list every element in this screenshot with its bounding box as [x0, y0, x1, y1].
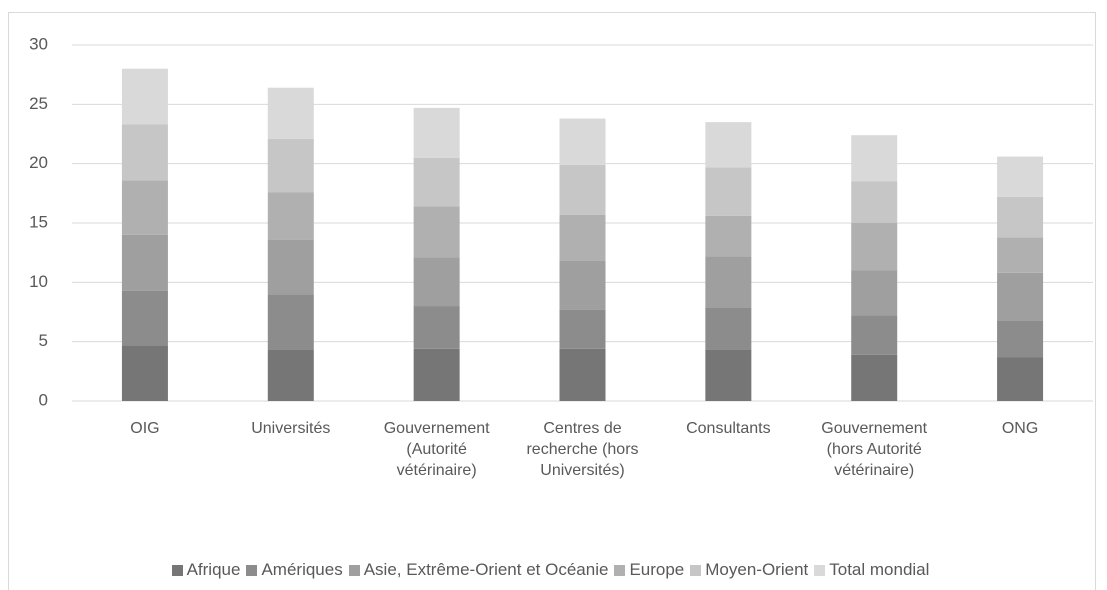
x-tick-label: Universités	[251, 420, 331, 437]
legend-swatch	[246, 564, 258, 576]
legend: Afrique Amériques Asie, Extrême-Orient et …	[0, 560, 1107, 580]
x-tick-label: Gouvernement (hors Autorité vétérinaire)	[821, 420, 928, 479]
bar-segment	[997, 320, 1044, 358]
bar-segment	[705, 167, 752, 216]
y-tick-label: 30	[29, 34, 48, 53]
bar-segment	[121, 68, 168, 125]
bar-segment	[559, 214, 606, 261]
y-tick-label: 0	[39, 390, 48, 409]
legend-label: Afrique	[186, 560, 241, 579]
bar-segment	[705, 256, 752, 308]
x-tick-label: OIG	[130, 420, 160, 437]
legend-label: Amériques	[261, 560, 343, 579]
bar-segment	[413, 306, 460, 349]
bar-segment	[705, 122, 752, 168]
bar-segment	[413, 257, 460, 307]
legend-swatch	[171, 564, 183, 576]
bar-segment	[851, 223, 898, 271]
x-tick-label: ONG	[1001, 420, 1039, 437]
bar-segment	[851, 181, 898, 223]
legend-label: Total mondial	[829, 560, 930, 579]
legend-label: Europe	[629, 560, 685, 579]
x-tick-label: Consultants	[686, 420, 771, 437]
chart-frame	[8, 12, 1096, 590]
y-tick-label: 15	[29, 212, 48, 231]
bar-segment	[121, 345, 168, 401]
bar-segment	[413, 348, 460, 401]
bar-segment	[997, 237, 1044, 273]
bar-segment	[267, 239, 314, 295]
bar-segment	[559, 118, 606, 165]
bar-segment	[559, 260, 606, 310]
bar-segment	[267, 294, 314, 350]
bar-segment	[267, 138, 314, 193]
bar-segment	[997, 196, 1044, 238]
bar-segment	[851, 270, 898, 316]
bar-segment	[413, 206, 460, 258]
legend-label: Moyen-Orient	[705, 560, 809, 579]
legend-item: Moyen-Orient	[690, 560, 808, 580]
x-tick-label: Gouvernement (Autorité vétérinaire)	[383, 420, 490, 479]
bar-segment	[121, 290, 168, 346]
legend-item: Europe	[614, 560, 684, 580]
bar-segment	[997, 272, 1044, 321]
bar-segment	[267, 349, 314, 401]
bar-segment	[559, 164, 606, 215]
bar-segment	[997, 156, 1044, 197]
y-tick-label: 10	[29, 272, 48, 291]
legend-swatch	[814, 564, 826, 576]
legend-item: Amériques	[246, 560, 343, 580]
bar-segment	[267, 87, 314, 139]
bar-segment	[851, 135, 898, 182]
bar-segment	[413, 107, 460, 158]
legend-item: Asie, Extrême-Orient et Océanie	[348, 560, 609, 580]
x-tick-label: Centres de recherche (hors Universités)	[526, 420, 639, 479]
bar-segment	[559, 309, 606, 349]
bar-segment	[705, 307, 752, 350]
bar-segment	[705, 215, 752, 257]
y-tick-label: 5	[39, 331, 48, 350]
bar-segment	[121, 234, 168, 291]
bar-segment	[121, 124, 168, 181]
legend-swatch	[690, 564, 702, 576]
y-tick-label: 25	[29, 94, 48, 113]
legend-label: Asie, Extrême-Orient et Océanie	[363, 560, 609, 579]
bar-segment	[705, 349, 752, 401]
legend-item: Total mondial	[814, 560, 929, 580]
bar-segment	[559, 348, 606, 401]
bar-segment	[413, 157, 460, 207]
bar-segment	[851, 354, 898, 401]
legend-swatch	[614, 564, 626, 576]
bar-segment	[121, 180, 168, 235]
legend-item: Afrique	[171, 560, 241, 580]
y-tick-label: 20	[29, 153, 48, 172]
bar-segment	[997, 357, 1044, 401]
legend-swatch	[348, 564, 360, 576]
bar-segment	[851, 315, 898, 355]
bar-segment	[267, 192, 314, 240]
